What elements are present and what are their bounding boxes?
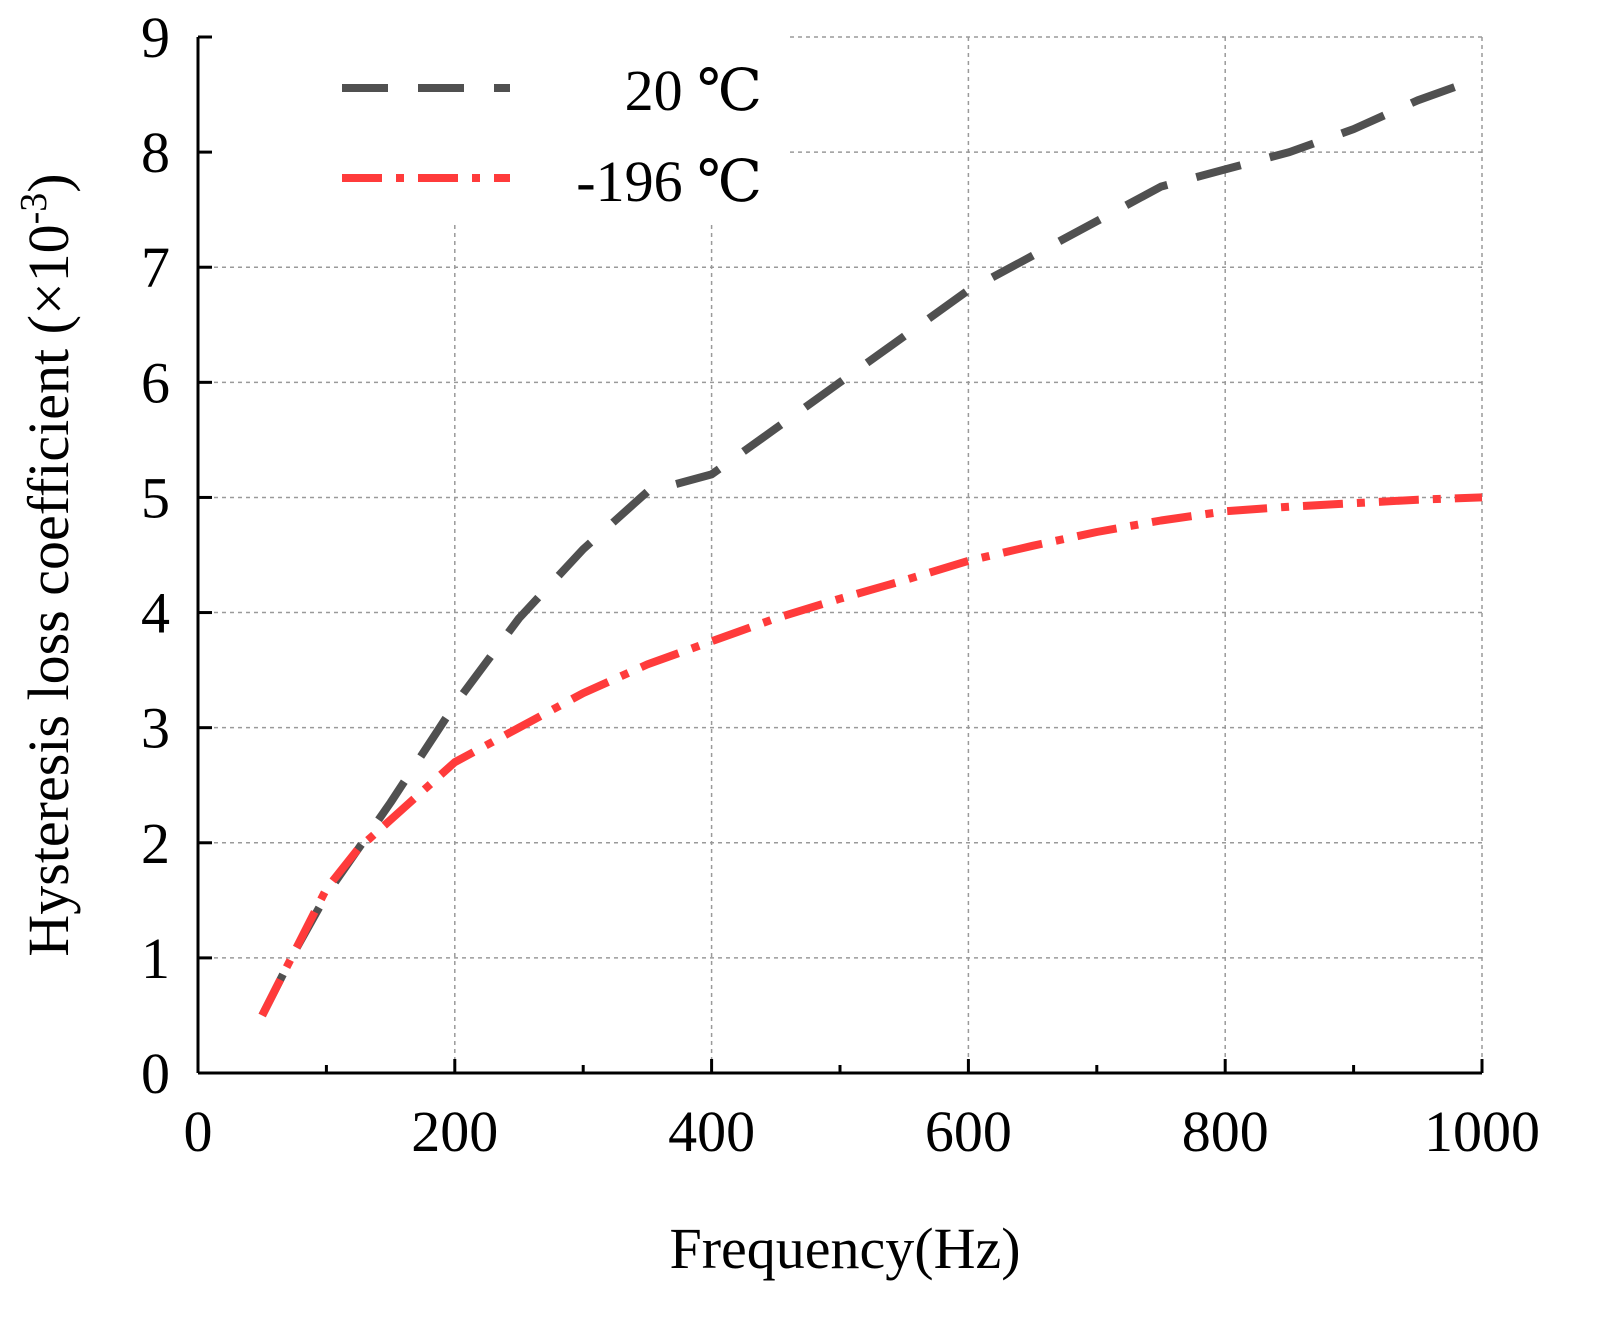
y-axis-title-close: ) [16,173,81,192]
y-tick-label-6: 6 [141,350,170,415]
grid [198,36,1483,1073]
y-axis-title: Hysteresis loss coefficient (×10-3) [13,173,81,956]
y-tick-label-4: 4 [141,581,170,646]
y-tick-label-8: 8 [141,120,170,185]
y-tick-label-1: 1 [141,926,170,991]
series-line-1 [258,493,1483,1018]
y-tick-label-0: 0 [141,1041,170,1106]
y-axis-title-main: Hysteresis loss coefficient (×10 [16,224,81,956]
y-axis-title-superscript: -3 [13,193,55,225]
series [258,73,1484,1018]
y-tick-label-7: 7 [141,235,170,300]
x-tick-label-1000: 1000 [1424,1099,1540,1164]
legend: 20 ℃ -196 ℃ [342,58,762,214]
y-tick-label-3: 3 [141,696,170,761]
series-line-0 [258,73,1484,1018]
x-tick-label-800: 800 [1182,1099,1269,1164]
x-tick-label-200: 200 [411,1099,498,1164]
y-tick-label-9: 9 [141,5,170,70]
y-tick-label-2: 2 [141,811,170,876]
x-axis-title: Frequency(Hz) [669,1216,1020,1281]
y-tick-label-5: 5 [141,465,170,530]
x-tick-label-400: 400 [668,1099,755,1164]
legend-label-20c: 20 ℃ [625,58,762,123]
axes [196,37,1482,1075]
ticks: 0 200 400 600 800 1000 0 1 2 3 4 5 6 7 8 9 [141,5,1540,1164]
x-tick-label-600: 600 [925,1099,1012,1164]
legend-label-minus196c: -196 ℃ [576,149,762,214]
x-tick-label-0: 0 [184,1099,213,1164]
